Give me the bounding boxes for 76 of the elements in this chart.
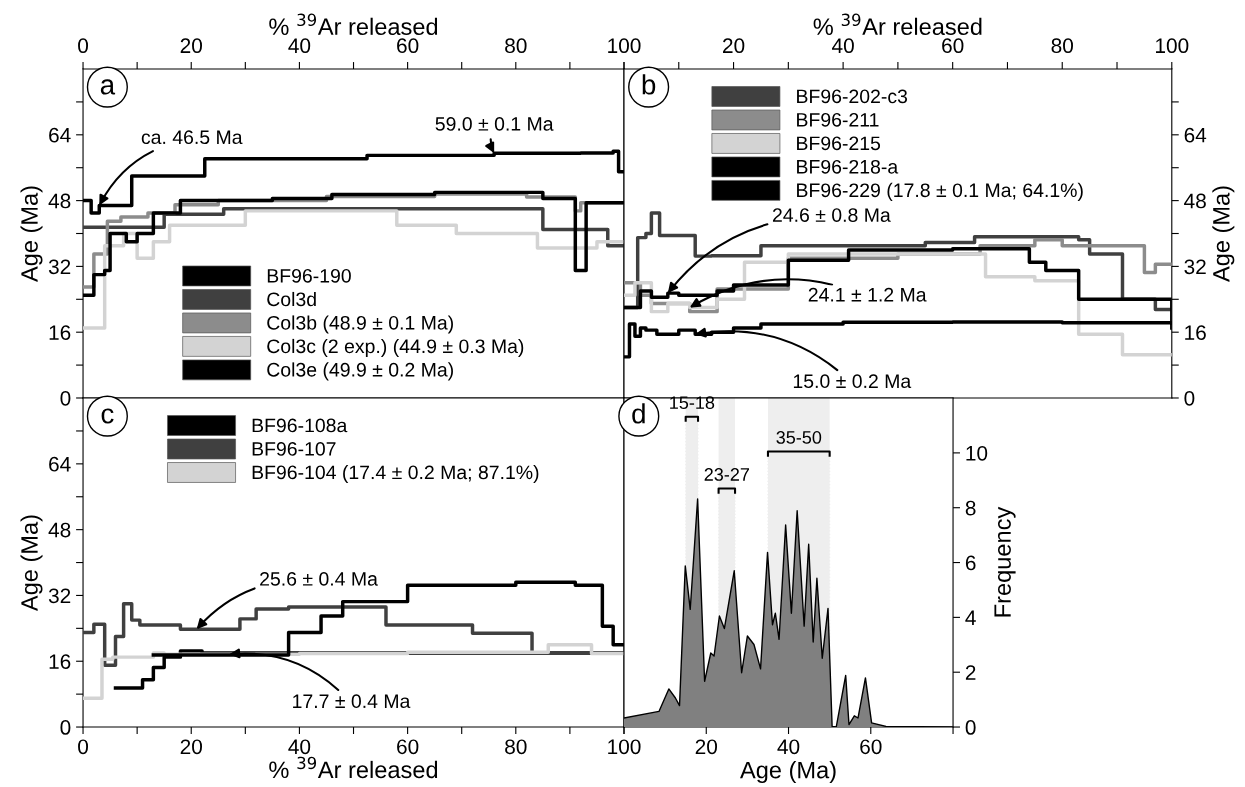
- legend-label: BF96-211: [797, 112, 879, 127]
- y-tick-label: 48: [48, 522, 71, 538]
- y-axis-title: Age (Ma): [20, 515, 43, 612]
- x-tick-label: 40: [832, 38, 854, 54]
- x-tick-label: 60: [397, 739, 419, 755]
- y-tick-label: 16: [1185, 325, 1206, 340]
- x-axis-title: % $^{39}$Ar released: [269, 13, 438, 36]
- x-tick-label: 100: [608, 739, 641, 755]
- band-label: 23-27: [704, 468, 750, 481]
- y-tick-label: 32: [1184, 259, 1206, 275]
- annotation: 25.6 ± 0.4 Ma: [260, 572, 378, 586]
- x-tick-label: 20: [723, 38, 745, 54]
- y-axis-title: Age (Ma): [20, 186, 43, 282]
- y-tick-label: 64: [49, 456, 71, 472]
- y-tick-label: 2: [965, 665, 976, 680]
- legend-label: BF96-190: [267, 268, 351, 283]
- annotation: c: [101, 408, 114, 424]
- band-label: 15-18: [670, 396, 715, 410]
- y-tick-label: 16: [49, 325, 71, 340]
- y-tick-label: 6: [965, 555, 976, 571]
- legend-label: BF96-104 (17.4 ± 0.2 Ma; 87.1%): [252, 464, 539, 484]
- x-tick-label: 100: [1156, 38, 1189, 54]
- annotation: 24.1 ± 1.2 Ma: [808, 287, 927, 302]
- annotation: 59.0 ± 0.1 Ma: [435, 116, 554, 131]
- x-tick-label: 60: [942, 38, 964, 54]
- x-tick-label: 100: [608, 38, 641, 54]
- annotation: b: [642, 74, 656, 95]
- y-tick-label: 64: [49, 127, 71, 143]
- legend-label: BF96-202-c3: [797, 89, 908, 104]
- y-tick-label: 48: [1184, 193, 1206, 209]
- y-tick-label: 64: [1184, 127, 1207, 143]
- x-tick-label: 80: [1051, 38, 1074, 54]
- y-tick-label: 16: [49, 654, 71, 669]
- legend-label: BF96-215: [797, 136, 881, 151]
- x-tick-label: 60: [860, 739, 882, 755]
- x-tick-label: 40: [777, 739, 800, 755]
- annotation: ca. 46.5 Ma: [141, 130, 243, 145]
- y-tick-label: 0: [965, 720, 976, 735]
- y-tick-label: 32: [48, 588, 71, 604]
- y-axis-title: Frequency: [994, 506, 1016, 617]
- annotation: d: [632, 403, 645, 424]
- x-tick-label: 20: [695, 739, 718, 755]
- legend-label: BF96-108a: [252, 418, 348, 433]
- band-label: 35-50: [776, 431, 822, 444]
- y-tick-label: 10: [966, 445, 988, 461]
- y-tick-label: 0: [60, 390, 71, 406]
- annotation: 24.6 ± 0.8 Ma: [772, 208, 891, 222]
- x-tick-label: 0: [78, 38, 89, 54]
- y-tick-label: 48: [48, 193, 71, 209]
- legend-label: BF96-218-a: [797, 159, 899, 174]
- legend-label: Col3e (49.9 ± 0.2 Ma): [267, 362, 453, 381]
- annotation: 17.7 ± 0.4 Ma: [293, 694, 411, 709]
- x-tick-label: 80: [505, 739, 527, 755]
- legend-label: BF96-229 (17.8 ± 0.1 Ma; 64.1%): [797, 182, 1083, 201]
- x-tick-label: 0: [78, 739, 89, 755]
- x-tick-label: 20: [180, 38, 202, 54]
- legend-label: Col3b (48.9 ± 0.1 Ma): [267, 315, 453, 334]
- y-tick-label: 0: [60, 720, 71, 735]
- legend-label: Col3d: [267, 291, 316, 307]
- x-tick-label: 80: [505, 38, 527, 54]
- y-tick-label: 8: [965, 500, 976, 516]
- x-tick-label: 60: [397, 38, 419, 54]
- x-axis-title: % $^{39}$Ar released: [269, 756, 438, 779]
- annotation: 15.0 ± 0.2 Ma: [793, 374, 912, 389]
- x-tick-label: 20: [180, 739, 202, 755]
- y-tick-label: 4: [965, 610, 976, 625]
- y-tick-label: 32: [48, 259, 71, 275]
- x-axis-title: Age (Ma): [740, 761, 836, 784]
- y-tick-label: 0: [1184, 390, 1195, 406]
- x-axis-title: % $^{39}$Ar released: [813, 13, 982, 36]
- legend-label: Col3c (2 exp.) (44.9 ± 0.3 Ma): [267, 338, 524, 358]
- annotation: a: [100, 79, 116, 95]
- x-tick-label: 40: [288, 739, 311, 755]
- x-tick-label: 40: [288, 38, 311, 54]
- y-axis-title: Age (Ma): [1212, 186, 1235, 282]
- legend-label: BF96-107: [252, 441, 336, 456]
